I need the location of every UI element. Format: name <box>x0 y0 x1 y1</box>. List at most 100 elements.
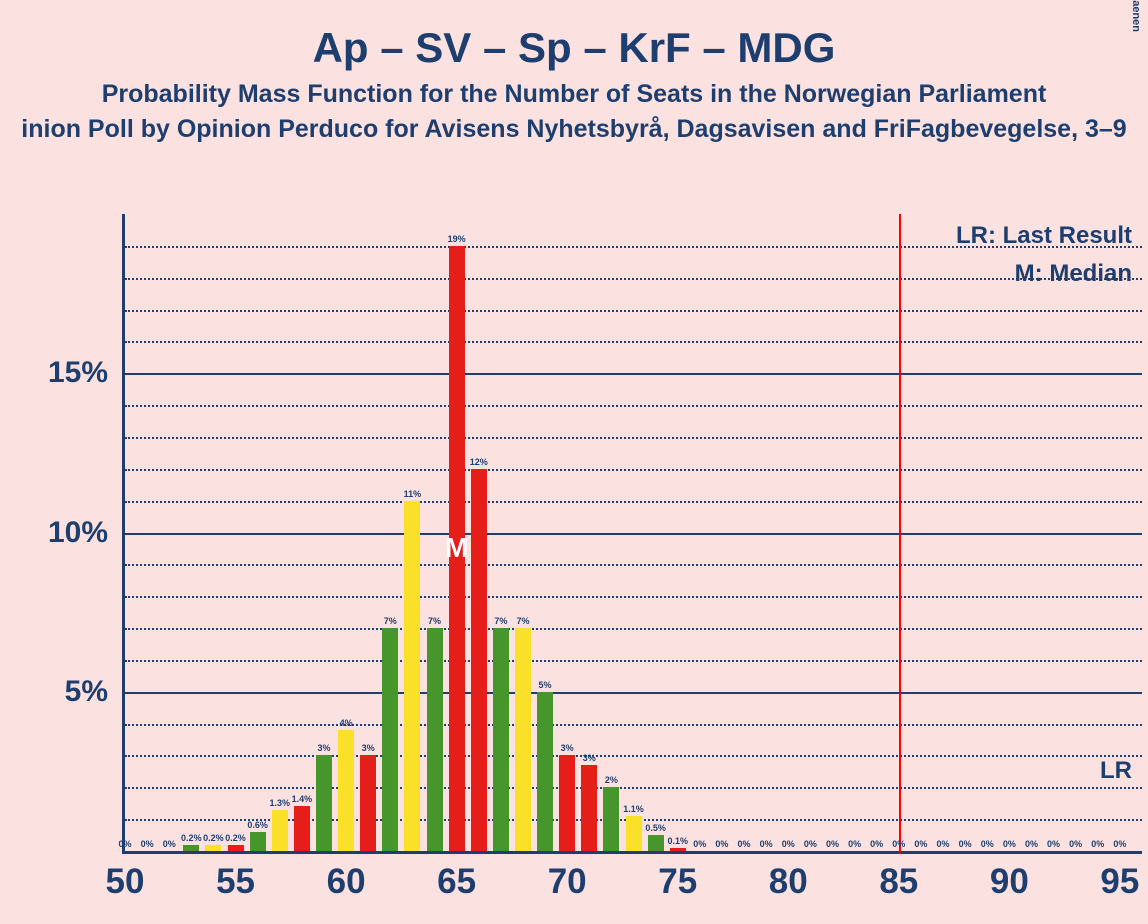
bar-value-label: 11% <box>404 489 422 499</box>
bar-value-label: 3% <box>317 743 330 753</box>
bar <box>382 628 398 851</box>
bar-value-label: 0% <box>870 839 883 849</box>
median-label: M <box>445 532 468 564</box>
bar-value-label: 0% <box>804 839 817 849</box>
x-axis-label: 70 <box>548 862 587 902</box>
bar-value-label: 7% <box>428 616 441 626</box>
gridline-minor <box>125 310 1142 312</box>
bar-value-label: 0% <box>914 839 927 849</box>
x-axis-label: 55 <box>216 862 255 902</box>
x-axis-label: 80 <box>769 862 808 902</box>
bar-value-label: 19% <box>448 234 466 244</box>
gridline-minor <box>125 787 1142 789</box>
bar <box>250 832 266 851</box>
x-axis <box>122 851 1142 854</box>
gridline-minor <box>125 564 1142 566</box>
x-axis-label: 95 <box>1100 862 1139 902</box>
bar-value-label: 0.1% <box>667 836 688 846</box>
bar <box>294 806 310 851</box>
chart-subtitle: Probability Mass Function for the Number… <box>0 80 1148 109</box>
bar-value-label: 0.5% <box>645 823 666 833</box>
bar-value-label: 3% <box>583 753 596 763</box>
x-axis-label: 50 <box>106 862 145 902</box>
bar-value-label: 4% <box>340 718 353 728</box>
bar <box>537 692 553 851</box>
last-result-line <box>899 214 901 854</box>
bar <box>360 755 376 851</box>
bar-value-label: 0% <box>1091 839 1104 849</box>
bar-value-label: 0% <box>892 839 905 849</box>
bar-value-label: 0% <box>826 839 839 849</box>
y-axis-label: 5% <box>65 675 108 709</box>
bar-value-label: 0% <box>782 839 795 849</box>
bar-value-label: 0% <box>937 839 950 849</box>
bar <box>559 755 575 851</box>
bar <box>581 765 597 851</box>
x-axis-label: 85 <box>879 862 918 902</box>
bar <box>316 755 332 851</box>
bar-value-label: 0.2% <box>203 833 224 843</box>
bar <box>183 845 199 851</box>
chart-plot-area: 5%10%15%50556065707580859095LRLR: Last R… <box>122 214 1142 854</box>
x-axis-label: 65 <box>437 862 476 902</box>
gridline-major <box>125 533 1142 535</box>
bar-value-label: 1.4% <box>292 794 313 804</box>
gridline-major <box>125 373 1142 375</box>
gridline-minor <box>125 437 1142 439</box>
gridline-minor <box>125 628 1142 630</box>
bar-value-label: 7% <box>384 616 397 626</box>
bar-value-label: 0% <box>1025 839 1038 849</box>
bar-value-label: 1.3% <box>269 798 290 808</box>
gridline-minor <box>125 724 1142 726</box>
y-axis-label: 10% <box>48 516 108 550</box>
y-axis-label: 15% <box>48 356 108 390</box>
bar <box>338 730 354 851</box>
bar <box>670 848 686 851</box>
bar-value-label: 0.2% <box>181 833 202 843</box>
bar <box>228 845 244 851</box>
bar <box>427 628 443 851</box>
bar <box>626 816 642 851</box>
bar <box>648 835 664 851</box>
x-axis-label: 75 <box>658 862 697 902</box>
bar <box>471 469 487 851</box>
bar-value-label: 0% <box>1003 839 1016 849</box>
bar <box>603 787 619 851</box>
bar-value-label: 3% <box>561 743 574 753</box>
gridline-minor <box>125 596 1142 598</box>
bar-value-label: 0% <box>981 839 994 849</box>
bar-value-label: 0% <box>693 839 706 849</box>
chart-title: Ap – SV – Sp – KrF – MDG <box>0 24 1148 72</box>
chart-source: inion Poll by Opinion Perduco for Avisen… <box>0 115 1148 144</box>
bar <box>493 628 509 851</box>
bar-value-label: 0.6% <box>247 820 268 830</box>
bar-value-label: 0% <box>141 839 154 849</box>
bar-value-label: 0% <box>163 839 176 849</box>
bar-value-label: 0% <box>1047 839 1060 849</box>
bar-value-label: 0% <box>118 839 131 849</box>
bar-value-label: 0% <box>738 839 751 849</box>
bar-value-label: 0% <box>959 839 972 849</box>
bar-value-label: 0% <box>848 839 861 849</box>
bar-value-label: 7% <box>494 616 507 626</box>
legend-last-result: LR: Last Result <box>956 222 1132 250</box>
bar <box>272 810 288 851</box>
copyright-text: © 2024 Filip van Laenen <box>1130 0 1142 32</box>
gridline-minor <box>125 660 1142 662</box>
bar-value-label: 0.2% <box>225 833 246 843</box>
bar-value-label: 2% <box>605 775 618 785</box>
legend-median: M: Median <box>1015 260 1132 288</box>
bar-value-label: 7% <box>516 616 529 626</box>
bar-value-label: 0% <box>760 839 773 849</box>
last-result-label: LR <box>1100 757 1132 785</box>
x-axis-label: 60 <box>327 862 366 902</box>
bar <box>404 501 420 851</box>
gridline-minor <box>125 341 1142 343</box>
gridline-minor <box>125 755 1142 757</box>
bar <box>515 628 531 851</box>
bar <box>205 845 221 851</box>
gridline-minor <box>125 278 1142 280</box>
bar-value-label: 0% <box>1113 839 1126 849</box>
gridline-major <box>125 692 1142 694</box>
bar-value-label: 12% <box>470 457 488 467</box>
